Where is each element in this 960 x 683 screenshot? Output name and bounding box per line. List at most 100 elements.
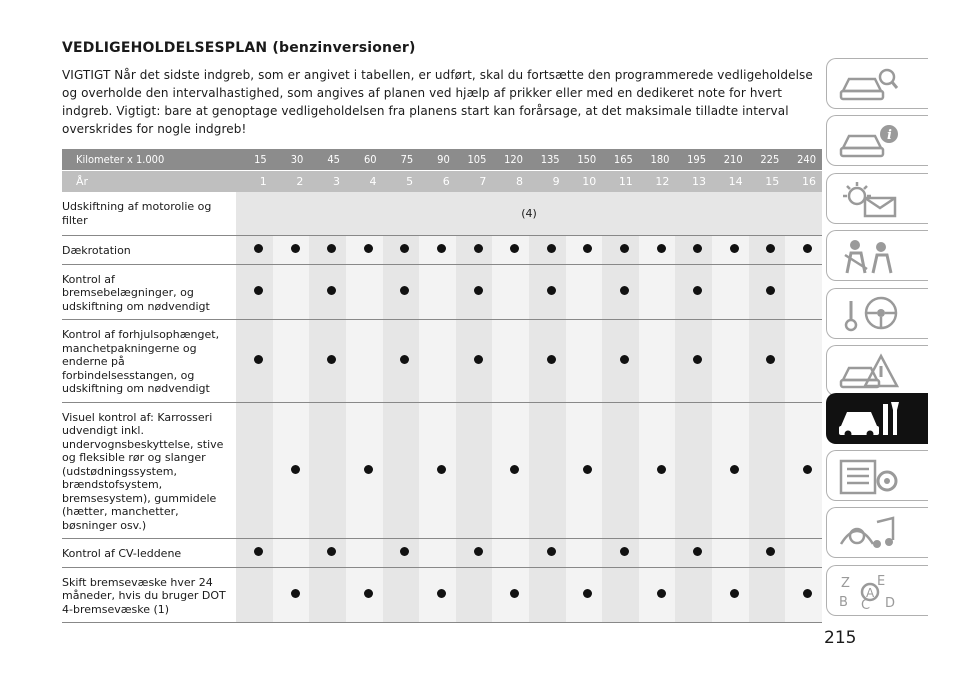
- schedule-cell: [565, 236, 603, 265]
- schedule-cell: [309, 236, 346, 265]
- schedule-cell: [748, 402, 786, 539]
- kilometer-value: 15: [236, 149, 273, 170]
- schedule-cell: [785, 236, 822, 265]
- svg-text:i: i: [887, 128, 892, 143]
- table-row: Dækrotation: [62, 236, 822, 265]
- task-label: Kontrol af bremsebelægninger, og udskift…: [62, 264, 237, 320]
- chapter-tab-technical-data[interactable]: [826, 450, 928, 501]
- service-dot: [656, 464, 666, 474]
- schedule-cell: [638, 320, 676, 403]
- service-dot: [546, 355, 556, 365]
- service-dot: [327, 286, 337, 296]
- schedule-cell: [675, 264, 713, 320]
- chapter-tab-multimedia[interactable]: [826, 507, 928, 558]
- schedule-cell: [272, 320, 310, 403]
- service-dot: [620, 244, 629, 254]
- chapter-tab-car-info[interactable]: i: [826, 115, 928, 166]
- schedule-cell: [748, 539, 786, 568]
- kilometer-value: 165: [602, 149, 639, 170]
- schedule-cell: [236, 402, 273, 539]
- service-dot: [327, 547, 337, 557]
- schedule-cell: [236, 320, 273, 403]
- task-label: Visuel kontrol af: Karrosseri udvendigt …: [62, 402, 237, 539]
- service-dot: [803, 244, 813, 254]
- schedule-cell: [638, 567, 676, 623]
- schedule-cell: [492, 539, 529, 568]
- schedule-cell: [675, 567, 713, 623]
- svg-text:A: A: [866, 586, 875, 600]
- schedule-cell: [419, 402, 456, 539]
- service-dot: [583, 464, 593, 474]
- svg-text:D: D: [885, 596, 895, 610]
- service-dot: [766, 547, 776, 557]
- schedule-cell: [345, 402, 383, 539]
- service-dot: [473, 244, 483, 254]
- service-dot: [327, 355, 337, 365]
- page-number: 215: [824, 628, 857, 648]
- schedule-cell: [712, 320, 749, 403]
- service-dot: [436, 244, 446, 254]
- service-dot: [253, 547, 263, 557]
- service-dot: [693, 286, 703, 296]
- service-dot: [729, 464, 739, 474]
- service-dot: [620, 286, 629, 296]
- chapter-tab-emergency[interactable]: [826, 345, 928, 396]
- schedule-cell: [528, 264, 566, 320]
- schedule-cell: [638, 402, 676, 539]
- kilometer-value: 225: [748, 149, 786, 170]
- schedule-cell: [602, 567, 639, 623]
- chapter-tab-maintenance[interactable]: [826, 393, 928, 444]
- schedule-cell: [309, 264, 346, 320]
- emergency-icon: [839, 353, 900, 389]
- schedule-cell: [565, 264, 603, 320]
- task-label: Dækrotation: [62, 236, 237, 265]
- schedule-cell: [345, 236, 383, 265]
- service-dot: [363, 589, 373, 599]
- table-row: Udskiftning af motorolie og filter (4): [62, 192, 822, 236]
- schedule-cell: [528, 402, 566, 539]
- service-dot: [253, 355, 263, 365]
- schedule-cell: [419, 264, 456, 320]
- table-row: Kontrol af forhjulsophænget, manchetpakn…: [62, 320, 822, 403]
- schedule-cell: [638, 236, 676, 265]
- car-search-icon: [839, 68, 899, 101]
- svg-text:Z: Z: [841, 576, 850, 591]
- service-dot: [473, 286, 483, 296]
- service-dot: [583, 589, 593, 599]
- chapter-tab-car-search[interactable]: [826, 58, 928, 109]
- schedule-cell: [345, 264, 383, 320]
- schedule-cell: [602, 539, 639, 568]
- warning-lights-icon: [843, 182, 897, 218]
- year-value: 4: [345, 170, 383, 192]
- chapter-tab-warning-lights[interactable]: [826, 173, 928, 224]
- chapter-tab-seatbelt-airbag[interactable]: [826, 230, 928, 281]
- service-dot: [546, 244, 556, 254]
- service-dot: [473, 355, 483, 365]
- kilometer-header-label: Kilometer x 1.000: [62, 149, 237, 170]
- year-value: 6: [419, 170, 456, 192]
- svg-text:E: E: [877, 574, 885, 589]
- schedule-cell: [785, 539, 822, 568]
- schedule-cell: [492, 567, 529, 623]
- year-header-label: År: [62, 170, 237, 192]
- service-dot: [290, 589, 300, 599]
- kilometer-value: 90: [419, 149, 456, 170]
- svg-text:C: C: [861, 598, 870, 610]
- schedule-cell: [419, 567, 456, 623]
- year-value: 14: [712, 170, 749, 192]
- year-value: 3: [309, 170, 346, 192]
- seatbelt-airbag-icon: [844, 240, 893, 274]
- chapter-tab-starting-driving[interactable]: [826, 288, 928, 339]
- schedule-cell: [602, 402, 639, 539]
- schedule-cell: [272, 264, 310, 320]
- schedule-cell: [602, 236, 639, 265]
- year-value: 2: [272, 170, 310, 192]
- schedule-cell: [236, 236, 273, 265]
- service-dot: [400, 244, 410, 254]
- schedule-cell: [565, 567, 603, 623]
- schedule-cell: [455, 264, 493, 320]
- kilometer-value: 105: [455, 149, 493, 170]
- schedule-cell: [528, 567, 566, 623]
- year-header-row: År 1 2 3 4 5 6 7 8 9 10 11 12 13 14 15 16: [62, 170, 822, 192]
